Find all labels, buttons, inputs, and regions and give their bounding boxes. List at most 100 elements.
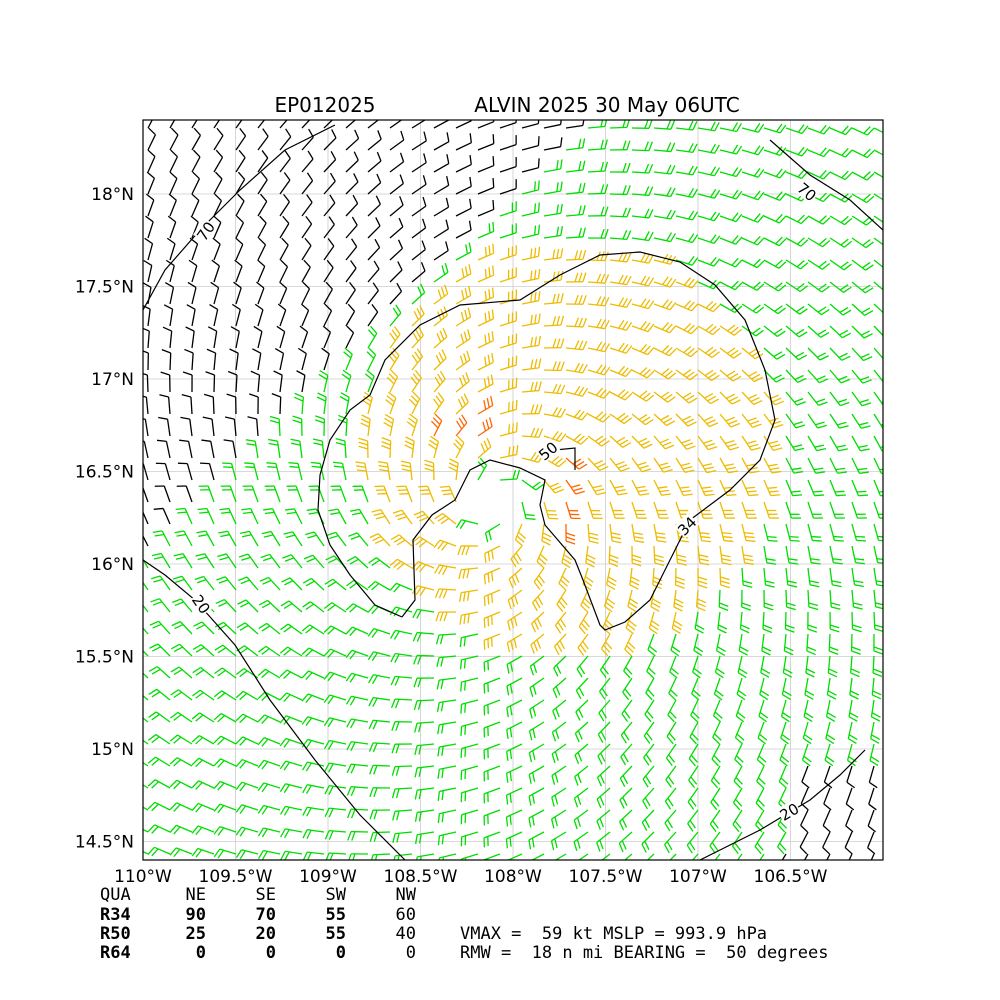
wind-barb bbox=[321, 347, 330, 371]
wind-barb bbox=[477, 417, 493, 437]
wind-barb bbox=[247, 416, 259, 437]
wind-barb bbox=[281, 577, 303, 591]
wind-barb bbox=[368, 674, 391, 685]
wind-barb bbox=[694, 611, 705, 634]
wind-barb bbox=[807, 479, 825, 497]
wind-barb bbox=[499, 267, 517, 283]
wind-barb bbox=[268, 438, 281, 459]
wind-barb bbox=[829, 215, 853, 226]
wind-barb bbox=[460, 743, 479, 759]
wind-barb bbox=[543, 501, 559, 520]
wind-barb bbox=[806, 633, 817, 656]
wind-barb bbox=[781, 853, 787, 860]
x-tick-label: 109°W bbox=[299, 867, 357, 887]
wind-barb bbox=[389, 217, 404, 239]
wind-barb bbox=[565, 205, 586, 217]
wind-barb bbox=[693, 633, 704, 657]
wind-barb bbox=[697, 413, 719, 428]
x-tick-label: 109.5°W bbox=[199, 867, 273, 887]
wind-barb bbox=[143, 717, 149, 723]
wind-barb bbox=[226, 393, 237, 415]
wind-barb bbox=[551, 743, 567, 764]
wind-barb bbox=[647, 633, 658, 657]
wind-barb bbox=[868, 765, 878, 789]
wind-barb bbox=[807, 545, 821, 565]
wind-barb bbox=[169, 802, 193, 812]
wind-barb bbox=[844, 831, 853, 855]
wind-barb bbox=[143, 694, 149, 701]
wind-barb bbox=[731, 831, 743, 855]
wind-barb bbox=[521, 268, 541, 283]
wind-barb bbox=[143, 761, 149, 767]
wind-barb bbox=[653, 322, 677, 334]
wind-barb bbox=[868, 787, 877, 811]
wind-barb bbox=[719, 567, 730, 589]
summary-vmax-mslp: VMAX = 59 kt MSLP = 993.9 hPa bbox=[460, 924, 767, 944]
wind-barb bbox=[807, 413, 827, 429]
wind-barb bbox=[241, 507, 259, 525]
wind-barb bbox=[599, 655, 611, 678]
wind-barb bbox=[543, 338, 565, 349]
wind-barb bbox=[213, 171, 223, 195]
wind-barb bbox=[521, 120, 540, 129]
y-tick-label: 17.5°N bbox=[75, 278, 134, 298]
wind-barb bbox=[631, 208, 654, 219]
wind-barb bbox=[619, 787, 633, 809]
wind-barb bbox=[785, 413, 806, 429]
wind-barb bbox=[158, 416, 171, 437]
wind-barb bbox=[367, 195, 381, 217]
wind-barb bbox=[756, 765, 766, 789]
wind-barb bbox=[653, 187, 676, 198]
wind-barb bbox=[829, 523, 844, 542]
wind-barb bbox=[483, 677, 501, 694]
wind-barb bbox=[286, 485, 303, 503]
wind-barb bbox=[433, 219, 449, 239]
wind-barb bbox=[145, 215, 154, 239]
wind-barb bbox=[347, 830, 369, 841]
wind-barb bbox=[345, 194, 359, 217]
wind-barb bbox=[414, 787, 435, 800]
wind-barb bbox=[851, 457, 869, 474]
wind-barb bbox=[719, 280, 743, 291]
wind-barb bbox=[807, 325, 830, 338]
wind-barb bbox=[455, 519, 479, 530]
table-row-r50-label: R50 bbox=[100, 924, 131, 944]
wind-barb bbox=[191, 193, 200, 217]
table-cell: 70 bbox=[256, 905, 276, 925]
wind-barb bbox=[257, 128, 269, 151]
wind-barb bbox=[455, 198, 472, 217]
wind-barb bbox=[653, 120, 676, 130]
wind-barb bbox=[455, 133, 472, 151]
wind-barb bbox=[851, 369, 872, 384]
wind-barb bbox=[211, 259, 221, 283]
wind-barb bbox=[279, 172, 291, 195]
wind-barb bbox=[807, 523, 822, 542]
wind-barb bbox=[631, 253, 654, 264]
wind-barb bbox=[719, 457, 738, 474]
table-cell: 55 bbox=[326, 905, 346, 925]
wind-barb bbox=[499, 223, 517, 239]
x-tick-label: 107.5°W bbox=[569, 867, 643, 887]
wind-barb bbox=[603, 589, 616, 613]
wind-barb bbox=[756, 743, 767, 767]
wind-barb bbox=[609, 342, 633, 354]
wind-barb bbox=[166, 237, 176, 261]
wind-barb bbox=[323, 671, 347, 682]
wind-barb bbox=[829, 391, 850, 407]
wind-barb bbox=[346, 740, 369, 751]
wind-barb bbox=[609, 274, 632, 286]
wind-barb bbox=[553, 633, 567, 656]
wind-barb bbox=[543, 293, 564, 305]
wind-barb bbox=[213, 758, 237, 768]
wind-barb bbox=[279, 259, 289, 283]
wind-barb bbox=[161, 349, 172, 371]
wind-barb bbox=[415, 831, 435, 845]
wind-barb bbox=[829, 611, 840, 633]
wind-barb bbox=[851, 523, 867, 542]
wind-barb bbox=[543, 137, 563, 151]
wind-barb bbox=[785, 369, 807, 383]
wind-barb bbox=[643, 743, 655, 766]
wind-barb bbox=[641, 809, 655, 832]
wind-barb bbox=[411, 261, 426, 283]
wind-barb bbox=[389, 629, 413, 640]
